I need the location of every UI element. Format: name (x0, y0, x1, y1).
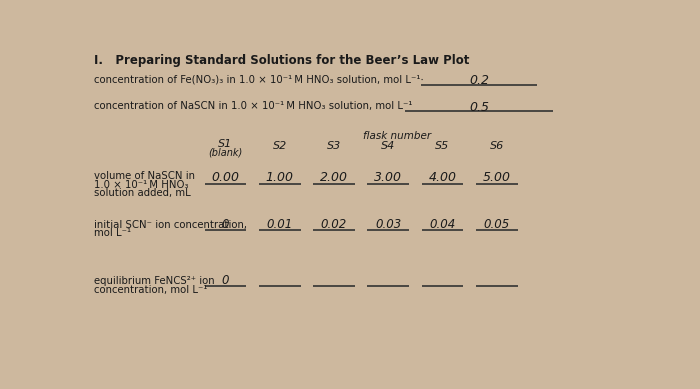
Text: S3: S3 (327, 141, 341, 151)
Text: I.   Preparing Standard Solutions for the Beer’s Law Plot: I. Preparing Standard Solutions for the … (94, 54, 469, 67)
Text: 0.03: 0.03 (375, 217, 401, 231)
Text: 0.05: 0.05 (484, 217, 510, 231)
Text: S2: S2 (272, 141, 287, 151)
Text: initial SCN⁻ ion concentration,: initial SCN⁻ ion concentration, (94, 220, 246, 230)
Text: volume of NaSCN in: volume of NaSCN in (94, 172, 195, 181)
Text: 1.00: 1.00 (266, 172, 294, 184)
Text: 0: 0 (222, 217, 229, 231)
Text: S5: S5 (435, 141, 449, 151)
Text: (blank): (blank) (209, 147, 243, 158)
Text: 0.2: 0.2 (469, 74, 489, 88)
Text: 0: 0 (222, 274, 229, 287)
Text: 0.04: 0.04 (429, 217, 456, 231)
Text: 2.00: 2.00 (320, 172, 348, 184)
Text: 0.02: 0.02 (321, 217, 347, 231)
Text: S1: S1 (218, 139, 232, 149)
Text: equilibrium FeNCS²⁺ ion: equilibrium FeNCS²⁺ ion (94, 276, 214, 286)
Text: S6: S6 (489, 141, 504, 151)
Text: solution added, mL: solution added, mL (94, 188, 190, 198)
Text: 3.00: 3.00 (374, 172, 402, 184)
Text: concentration, mol L⁻¹: concentration, mol L⁻¹ (94, 285, 207, 294)
Text: mol L⁻¹: mol L⁻¹ (94, 228, 131, 238)
Text: concentration of Fe(NO₃)₃ in 1.0 × 10⁻¹ M HNO₃ solution, mol L⁻¹⋅: concentration of Fe(NO₃)₃ in 1.0 × 10⁻¹ … (94, 74, 424, 84)
Text: S4: S4 (381, 141, 395, 151)
Text: 0.01: 0.01 (267, 217, 293, 231)
Text: 0.00: 0.00 (211, 172, 239, 184)
Text: 4.00: 4.00 (428, 172, 456, 184)
Text: 5.00: 5.00 (483, 172, 511, 184)
Text: 1.0 × 10⁻¹ M HNO₃: 1.0 × 10⁻¹ M HNO₃ (94, 180, 188, 190)
Text: 0.5: 0.5 (469, 101, 489, 114)
Text: concentration of NaSCN in 1.0 × 10⁻¹ M HNO₃ solution, mol L⁻¹: concentration of NaSCN in 1.0 × 10⁻¹ M H… (94, 101, 412, 110)
Text: flask number: flask number (363, 131, 430, 141)
